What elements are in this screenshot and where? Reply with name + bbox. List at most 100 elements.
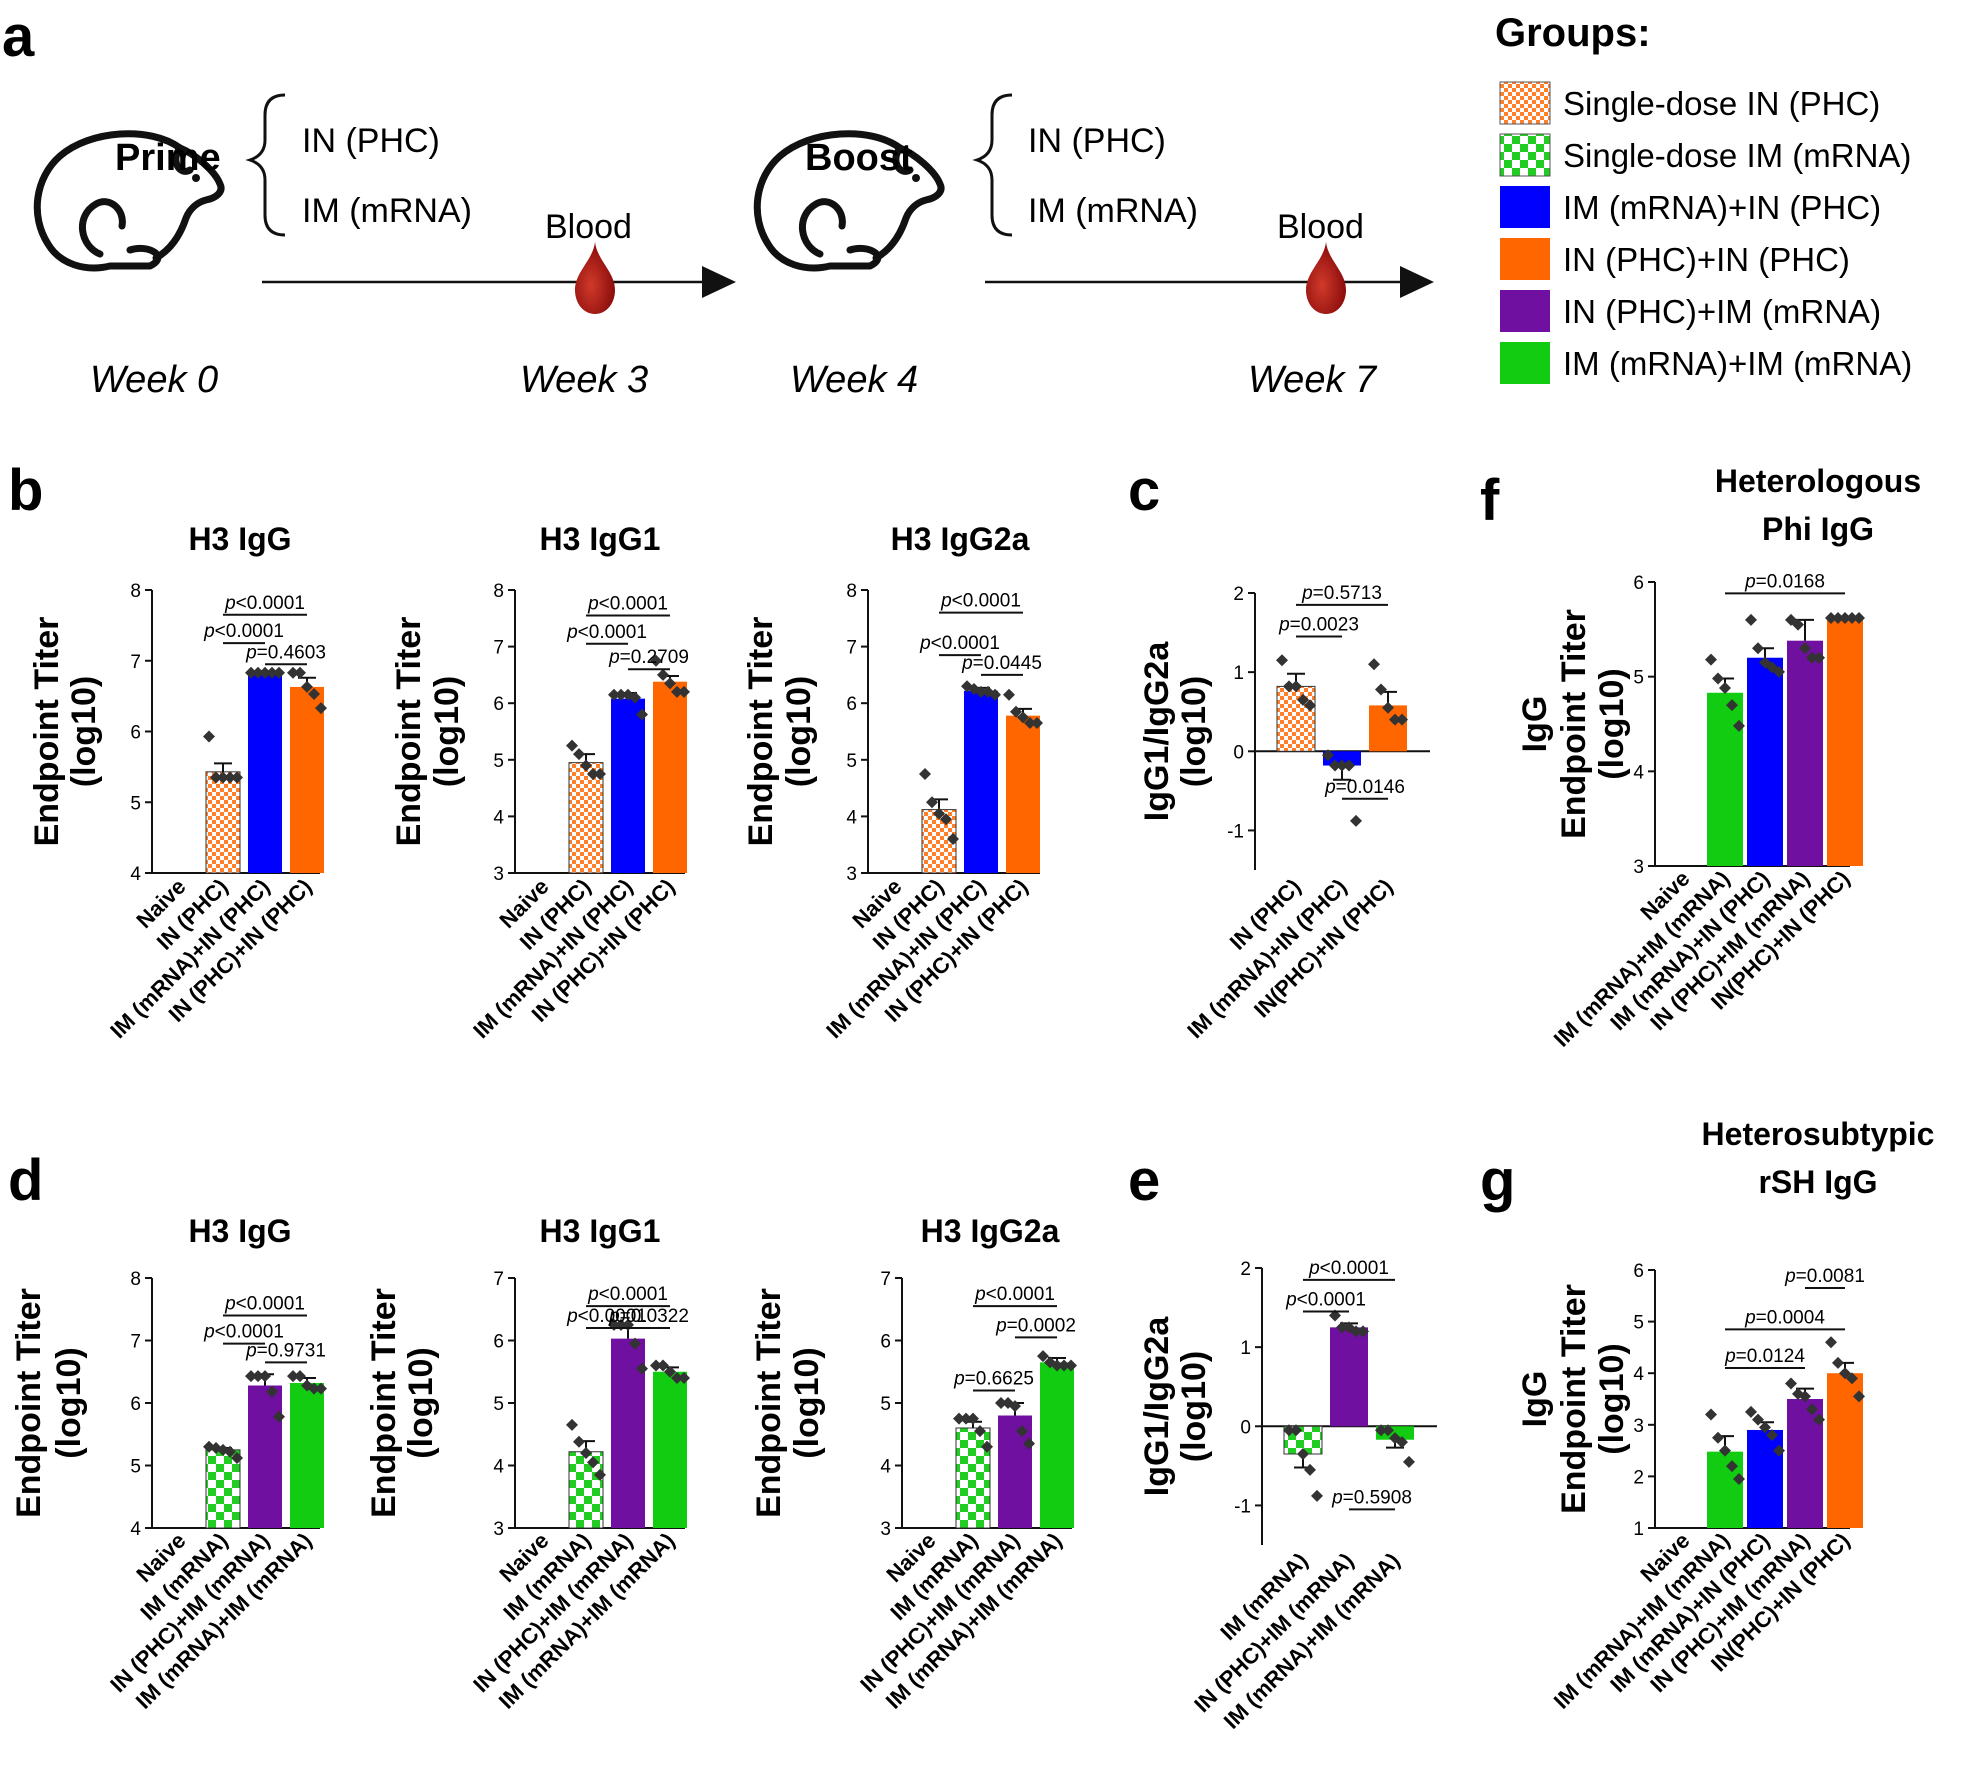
- p-value: <0.0001: [215, 1322, 284, 1343]
- p-value-label: p=0.2709: [608, 647, 689, 668]
- chart-title: Heterologous: [1715, 463, 1921, 499]
- data-point: [1726, 699, 1738, 712]
- p-value-label: p<0.0001: [566, 1306, 647, 1327]
- y-tick-label: 7: [493, 638, 504, 659]
- y-tick-label: 3: [493, 864, 504, 885]
- p-value: <0.0001: [1320, 1258, 1389, 1279]
- category-label: IM (mRNA)+IN (PHC): [1605, 866, 1774, 1035]
- p-symbol: p: [587, 1284, 599, 1305]
- p-value: =0.4603: [257, 642, 326, 663]
- p-value: =0.0146: [1336, 777, 1405, 798]
- p-value: =0.5908: [1343, 1487, 1412, 1508]
- data-point: [203, 730, 215, 743]
- y-tick-label: 4: [846, 807, 857, 828]
- data-point: [308, 688, 320, 701]
- p-value-label: p=0.0004: [1744, 1307, 1825, 1328]
- data-point: [1368, 658, 1380, 671]
- data-point: [294, 1370, 306, 1383]
- p-symbol: p: [953, 1369, 965, 1390]
- data-point: [287, 1370, 299, 1383]
- p-value: <0.0001: [931, 633, 1000, 654]
- p-symbol: p: [940, 591, 952, 612]
- y-tick-label: 5: [846, 751, 857, 772]
- data-point: [1799, 642, 1811, 655]
- legend-swatch: [1500, 186, 1550, 228]
- data-point: [1846, 611, 1858, 624]
- y-axis-label: (log10): [780, 676, 818, 787]
- y-tick-label: 0: [1233, 742, 1244, 763]
- p-value-label: p<0.0001: [919, 633, 1000, 654]
- bar: [1707, 692, 1743, 866]
- y-tick-label: 7: [846, 638, 857, 659]
- p-symbol: p: [224, 593, 236, 614]
- data-point: [664, 677, 676, 690]
- y-tick-label: 2: [1633, 1467, 1644, 1488]
- bar: [1006, 715, 1040, 873]
- data-point: [1813, 651, 1825, 664]
- p-symbol: p: [203, 1322, 215, 1343]
- y-axis-label: (log10): [1175, 676, 1213, 787]
- p-symbol: p: [1331, 1487, 1343, 1508]
- p-symbol: p: [608, 1306, 620, 1327]
- p-symbol: p: [245, 642, 257, 663]
- data-point: [967, 1412, 979, 1425]
- bar: [248, 1385, 282, 1528]
- bar: [1747, 657, 1783, 866]
- y-tick-label: -1: [1234, 1496, 1251, 1517]
- y-tick-label: 8: [493, 581, 504, 602]
- p-value: =0.0004: [1756, 1307, 1826, 1328]
- data-point: [1357, 1325, 1369, 1338]
- y-tick-label: 4: [1633, 762, 1644, 783]
- data-point: [1290, 680, 1302, 693]
- legend-swatch: [1500, 342, 1550, 384]
- p-value: =0.6625: [965, 1369, 1034, 1390]
- data-point: [974, 1425, 986, 1438]
- data-point: [1832, 1356, 1844, 1369]
- data-point: [1003, 688, 1015, 701]
- y-axis-label: (log10): [788, 1347, 826, 1458]
- data-point: [947, 833, 959, 846]
- bar: [653, 681, 687, 873]
- p-symbol: p: [919, 633, 931, 654]
- data-point: [1403, 1455, 1415, 1468]
- p-value-label: p<0.0001: [940, 591, 1021, 612]
- y-axis-label: Endpoint Titer: [1555, 609, 1593, 839]
- data-point: [1752, 1413, 1764, 1426]
- data-point: [231, 1452, 243, 1464]
- p-value: <0.0001: [599, 1284, 668, 1305]
- p-symbol: p: [1324, 777, 1336, 798]
- data-point: [1336, 1321, 1348, 1334]
- panel-letter-d: d: [8, 1148, 43, 1213]
- p-symbol: p: [995, 1315, 1007, 1336]
- week-4-label: Week 4: [790, 359, 918, 401]
- chart-title: Heterosubtypic: [1702, 1116, 1935, 1152]
- p-symbol: p: [1278, 615, 1290, 636]
- data-point: [1773, 1444, 1785, 1457]
- data-point: [1375, 683, 1387, 696]
- data-point: [259, 666, 271, 679]
- data-point: [1343, 759, 1355, 772]
- chart-title: H3 IgG1: [540, 521, 661, 557]
- p-value-label: p<0.0001: [203, 621, 284, 642]
- legend-swatch: [1500, 238, 1550, 280]
- data-point: [587, 767, 599, 780]
- y-tick-label: 3: [880, 1519, 891, 1540]
- p-value: <0.0001: [578, 1306, 647, 1327]
- data-point: [1853, 611, 1865, 624]
- p-value: =0.0124: [1736, 1346, 1806, 1367]
- y-axis-label: (log10): [50, 1347, 88, 1458]
- p-value: =0.5713: [1313, 583, 1382, 604]
- data-point: [1825, 611, 1837, 624]
- data-point: [1733, 1472, 1745, 1485]
- y-tick-label: 0: [1240, 1417, 1251, 1438]
- y-tick-label: 5: [130, 793, 141, 814]
- y-tick-label: 6: [846, 694, 857, 715]
- y-axis-label: Endpoint Titer: [365, 1288, 403, 1518]
- p-value-label: p=0.0168: [1744, 571, 1825, 592]
- data-point: [995, 1397, 1007, 1409]
- y-axis-label: IgG: [1516, 1371, 1554, 1428]
- week-3-label: Week 3: [520, 359, 648, 401]
- p-value: =0.0322: [620, 1306, 689, 1327]
- data-point: [671, 685, 683, 698]
